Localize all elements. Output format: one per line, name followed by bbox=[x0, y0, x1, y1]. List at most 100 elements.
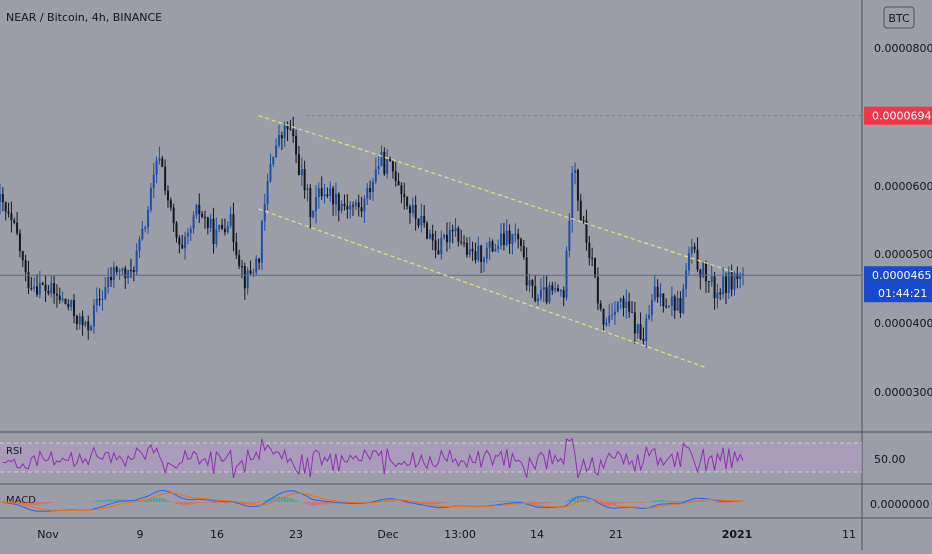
macd-histogram-bar bbox=[494, 501, 496, 502]
candle-body bbox=[50, 283, 52, 293]
macd-histogram-bar bbox=[622, 502, 624, 503]
candle-body bbox=[386, 159, 388, 174]
macd-histogram-bar bbox=[306, 502, 308, 504]
candle-body bbox=[657, 287, 659, 298]
candle-body bbox=[289, 129, 291, 130]
macd-histogram-bar bbox=[93, 501, 95, 502]
candle-body bbox=[369, 188, 371, 192]
candle-body bbox=[298, 154, 300, 175]
candle-body bbox=[230, 214, 232, 226]
candle-body bbox=[588, 243, 590, 258]
macd-histogram-bar bbox=[654, 500, 656, 502]
candle-body bbox=[486, 248, 488, 259]
candle-body bbox=[366, 188, 368, 199]
candle-body bbox=[150, 188, 152, 210]
macd-histogram-bar bbox=[107, 499, 109, 502]
macd-histogram-bar bbox=[36, 502, 38, 505]
candle-body bbox=[543, 287, 545, 290]
candle-body bbox=[560, 290, 562, 291]
macd-histogram-bar bbox=[158, 498, 160, 502]
candle-body bbox=[8, 212, 10, 214]
macd-histogram-bar bbox=[30, 502, 32, 505]
macd-histogram-bar bbox=[210, 502, 212, 503]
candle-body bbox=[711, 276, 713, 281]
candle-body bbox=[22, 251, 24, 260]
macd-histogram-bar bbox=[329, 502, 331, 504]
candle-body bbox=[99, 299, 101, 300]
candle-body bbox=[497, 246, 499, 249]
candle-body bbox=[554, 288, 556, 290]
macd-histogram-bar bbox=[620, 502, 622, 503]
candle-body bbox=[531, 280, 533, 286]
macd-histogram-bar bbox=[178, 502, 180, 505]
candle-body bbox=[423, 216, 425, 223]
macd-histogram-bar bbox=[674, 501, 676, 502]
candle-body bbox=[93, 305, 95, 327]
candle-body bbox=[534, 286, 536, 301]
candle-body bbox=[617, 302, 619, 311]
candle-body bbox=[699, 270, 701, 277]
candle-body bbox=[651, 300, 653, 315]
candle-body bbox=[281, 135, 283, 138]
macd-histogram-bar bbox=[716, 502, 718, 503]
candle-body bbox=[443, 235, 445, 238]
candle-body bbox=[472, 249, 474, 251]
macd-histogram-bar bbox=[190, 502, 192, 505]
candle-body bbox=[557, 288, 559, 291]
candle-body bbox=[389, 159, 391, 161]
candle-body bbox=[429, 234, 431, 239]
candle-body bbox=[383, 152, 385, 174]
macd-histogram-bar bbox=[156, 498, 158, 502]
candle-body bbox=[176, 223, 178, 238]
candle-body bbox=[96, 299, 98, 305]
candle-body bbox=[278, 135, 280, 145]
candle-body bbox=[201, 214, 203, 217]
macd-histogram-bar bbox=[25, 502, 27, 505]
time-tick-label: 16 bbox=[210, 528, 224, 541]
candle-body bbox=[409, 207, 411, 213]
macd-histogram-bar bbox=[503, 501, 505, 502]
candle-body bbox=[611, 315, 613, 316]
macd-histogram-bar bbox=[642, 502, 644, 503]
macd-histogram-bar bbox=[113, 499, 115, 502]
price-tick-label: 0.0000800 bbox=[874, 42, 932, 55]
candle-body bbox=[124, 268, 126, 278]
macd-histogram-bar bbox=[167, 501, 169, 502]
macd-histogram-bar bbox=[719, 502, 721, 503]
candle-body bbox=[47, 291, 49, 293]
time-tick-label: 11 bbox=[842, 528, 856, 541]
candle-body bbox=[568, 221, 570, 251]
candle-body bbox=[457, 228, 459, 242]
macd-histogram-bar bbox=[215, 502, 217, 503]
macd-histogram-bar bbox=[252, 502, 254, 504]
macd-histogram-bar bbox=[531, 502, 533, 504]
candle-body bbox=[318, 188, 320, 197]
candle-body bbox=[5, 202, 7, 211]
candle-body bbox=[509, 231, 511, 244]
macd-histogram-bar bbox=[193, 502, 195, 504]
candle-body bbox=[395, 171, 397, 181]
candle-body bbox=[238, 255, 240, 266]
macd-histogram-bar bbox=[659, 500, 661, 502]
candle-body bbox=[526, 257, 528, 285]
candle-body bbox=[375, 169, 377, 182]
candle-body bbox=[449, 230, 451, 242]
candle-body bbox=[392, 161, 394, 171]
candle-body bbox=[605, 323, 607, 325]
candle-body bbox=[332, 188, 334, 204]
time-tick-label: 9 bbox=[137, 528, 144, 541]
macd-histogram-bar bbox=[497, 501, 499, 502]
candle-body bbox=[2, 194, 4, 202]
candle-body bbox=[153, 175, 155, 188]
candle-body bbox=[398, 181, 400, 185]
candle-body bbox=[668, 306, 670, 307]
candle-body bbox=[705, 263, 707, 281]
candle-body bbox=[412, 205, 414, 213]
macd-histogram-bar bbox=[321, 502, 323, 505]
candle-body bbox=[227, 226, 229, 232]
candle-body bbox=[455, 228, 457, 231]
macd-histogram-bar bbox=[304, 502, 306, 503]
candle-body bbox=[691, 247, 693, 254]
